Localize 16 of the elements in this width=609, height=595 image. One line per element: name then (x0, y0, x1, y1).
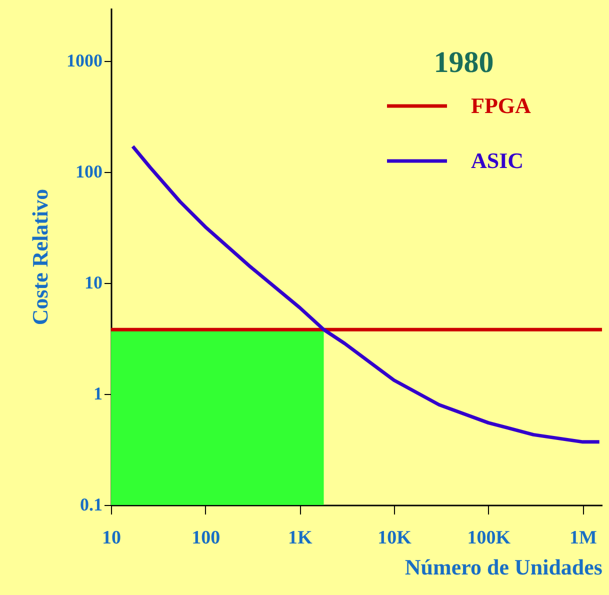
y-tick-label: 1 (94, 383, 102, 404)
y-tick-label: 1000 (66, 50, 102, 70)
legend-label: ASIC (471, 148, 524, 173)
y-tick-label: 100 (76, 161, 102, 182)
x-tick-label: 100K (467, 528, 511, 548)
y-tick-label: 10 (84, 272, 102, 292)
y-tick-label: 0.1 (80, 494, 102, 514)
x-tick-label: 10K (378, 528, 412, 548)
x-tick-label: 1M (570, 528, 598, 548)
x-tick-label: 1K (288, 528, 313, 548)
x-tick-label: 10 (102, 528, 121, 548)
y-axis-title: Coste Relativo (28, 188, 52, 326)
x-axis-title: Número de Unidades (404, 554, 603, 580)
x-tick-label: 100 (192, 528, 220, 548)
text: 1980 (434, 46, 494, 79)
legend-label: FPGA (471, 93, 531, 118)
